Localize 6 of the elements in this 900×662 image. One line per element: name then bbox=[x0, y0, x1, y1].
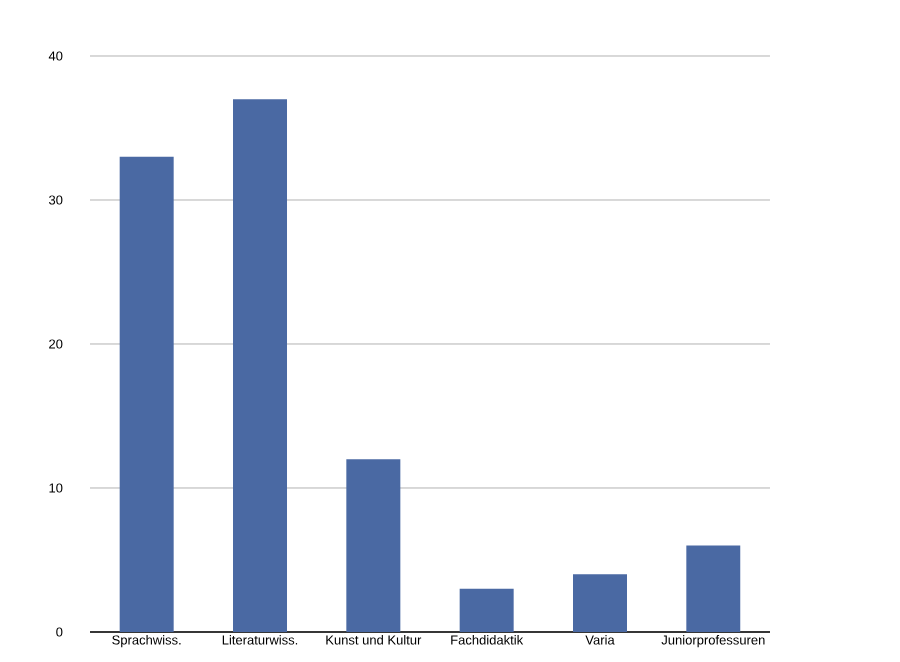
bar bbox=[233, 99, 288, 632]
bar bbox=[573, 574, 627, 632]
bar bbox=[119, 156, 174, 632]
bar bbox=[686, 545, 741, 632]
bar bbox=[346, 459, 401, 632]
bar bbox=[459, 588, 514, 632]
